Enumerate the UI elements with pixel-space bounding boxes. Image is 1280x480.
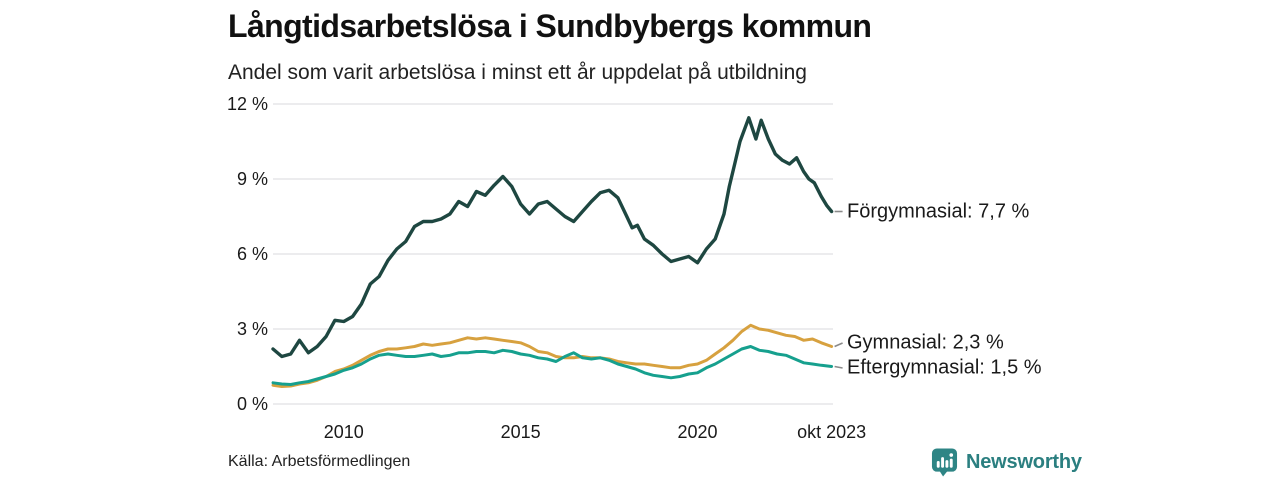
x-axis-tick-label: 2010: [323, 422, 364, 442]
y-axis-tick-label: 12 %: [226, 94, 268, 114]
y-axis-tick-label: 0 %: [236, 394, 268, 414]
source-note: Källa: Arbetsförmedlingen: [228, 453, 411, 470]
newsworthy-logo[interactable]: Newsworthy: [931, 447, 1082, 477]
newsworthy-wordmark: Newsworthy: [966, 450, 1082, 473]
x-axis-tick-label: 2015: [500, 422, 541, 442]
chart-title: Långtidsarbetslösa i Sundbybergs kommun: [228, 8, 872, 44]
series-label-forgymnasial: Förgymnasial: 7,7 %: [847, 200, 1030, 222]
y-axis-tick-label: 3 %: [236, 319, 268, 339]
x-axis-tick-label: okt 2023: [797, 422, 867, 442]
x-axis-tick-label: 2020: [677, 422, 718, 442]
y-axis-tick-label: 6 %: [236, 244, 268, 264]
label-leader-line: [834, 365, 843, 369]
series-label-eftergymnasial: Eftergymnasial: 1,5 %: [847, 356, 1042, 379]
chart-subtitle: Andel som varit arbetslösa i minst ett å…: [228, 61, 807, 84]
newsworthy-logo-icon: [931, 448, 958, 477]
series-line-forgymnasial: [271, 116, 834, 359]
label-leader-line: [834, 342, 843, 348]
y-axis-tick-label: 9 %: [236, 169, 268, 189]
series-line-eftergymnasial: [271, 345, 834, 386]
series-line-gymnasial: [271, 323, 834, 388]
series-label-gymnasial: Gymnasial: 2,3 %: [847, 331, 1004, 354]
